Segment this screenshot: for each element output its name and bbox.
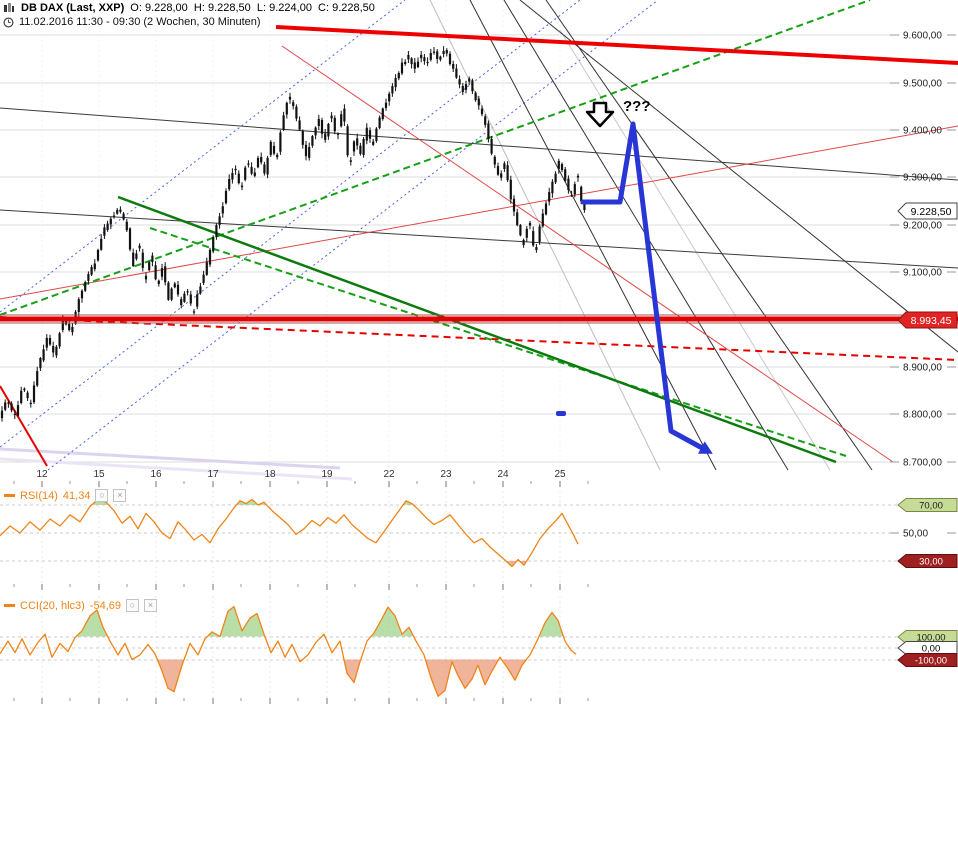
rsi-level-tag (897, 554, 958, 568)
rsi-close-icon[interactable]: × (113, 489, 127, 502)
x-axis-day-label: 25 (554, 469, 566, 480)
ohlc-values: O: 9.228,00 H: 9.228,50 L: 9.224,00 C: 9… (130, 2, 375, 14)
cci-level-tag (897, 653, 958, 667)
x-axis-day-label: 17 (207, 469, 219, 480)
cci-close-icon[interactable]: × (144, 599, 157, 612)
last-price-value: 9.228,50 (911, 206, 952, 218)
rsi-label: RSI(14) (20, 489, 58, 502)
cci-legend: CCI(20, hlc3) -54,69 ○ × (4, 599, 157, 612)
down-block-arrow-icon[interactable] (585, 101, 615, 128)
cci-level-value: 100,00 (916, 632, 945, 643)
candlesticks (0, 46, 586, 422)
price-axis-label: 9.500,00 (903, 79, 942, 90)
price-axis-label: 8.800,00 (903, 410, 942, 421)
price-axis-label: 9.200,00 (903, 221, 942, 232)
blue-arrow-drawing[interactable] (580, 121, 707, 452)
price-axis-label: 9.300,00 (903, 173, 942, 184)
rsi-legend: RSI(14) 41,34 ○ × (4, 489, 127, 502)
rsi-level-label: 50,00 (903, 529, 928, 540)
cci-level-value: -100,00 (915, 655, 947, 666)
trend-lines (0, 0, 958, 481)
alert-price-value: 8.993,45 (911, 315, 952, 327)
price-axis-label: 9.400,00 (903, 126, 942, 137)
x-axis-day-label: 18 (264, 469, 276, 480)
rsi-settings-icon[interactable]: ○ (95, 489, 109, 502)
rsi-value: 41,34 (62, 489, 91, 502)
gridlines (0, 0, 900, 700)
price-axis-label: 8.700,00 (903, 458, 942, 469)
question-marks-label: ??? (623, 98, 651, 115)
x-axis-day-label: 16 (150, 469, 162, 480)
alert-price-tag[interactable] (897, 311, 958, 329)
x-axis-day-label: 12 (36, 469, 48, 480)
cci-value: -54,69 (89, 599, 121, 612)
cci-level-tag (897, 641, 958, 655)
period-text: 11.02.2016 11:30 - 09:30 (2 Wochen, 30 M… (19, 16, 261, 28)
alert-lines (0, 25, 958, 324)
instrument-icon (3, 2, 15, 14)
blue-arrowhead (698, 441, 713, 454)
drawing-annotations: ??? (556, 98, 713, 454)
price-axis-label: 9.600,00 (903, 31, 942, 42)
x-axis-day-label: 19 (321, 469, 333, 480)
cci-settings-icon[interactable]: ○ (126, 599, 139, 612)
last-price-tag[interactable] (897, 202, 958, 220)
rsi-level-value: 70,00 (919, 500, 943, 511)
x-axis-day-label: 23 (440, 469, 452, 480)
price-axis-label: 8.900,00 (903, 363, 942, 374)
x-axis: 12 15 16 17 18 19 22 23 24 25 (13, 469, 589, 704)
cci-plot (0, 605, 577, 697)
rsi-level-tag (897, 498, 958, 512)
cci-label: CCI(20, hlc3) (20, 599, 85, 612)
cci-color-swatch (4, 604, 15, 607)
cci-level-value: 0,00 (922, 643, 941, 654)
x-axis-day-label: 24 (497, 469, 509, 480)
rsi-level-value: 30,00 (919, 556, 943, 567)
blue-dash-annotation (556, 411, 566, 416)
x-axis-day-label: 15 (93, 469, 105, 480)
indicator-axis: 70,00 50,00 30,00 100,000,00-100,00 (890, 498, 958, 667)
instrument-title: DB DAX (Last, XXP) (21, 2, 125, 14)
chart-period: 11.02.2016 11:30 - 09:30 (2 Wochen, 30 M… (3, 16, 261, 28)
clock-icon (3, 16, 14, 28)
rsi-color-swatch (4, 494, 15, 497)
price-axis-label: 9.100,00 (903, 268, 942, 279)
chart-header: DB DAX (Last, XXP) O: 9.228,00 H: 9.228,… (3, 2, 375, 14)
price-axis: 9.600,00 9.500,00 9.400,00 9.300,00 9.200,00… (890, 31, 958, 469)
rsi-plot (0, 498, 579, 568)
x-axis-day-label: 22 (383, 469, 395, 480)
